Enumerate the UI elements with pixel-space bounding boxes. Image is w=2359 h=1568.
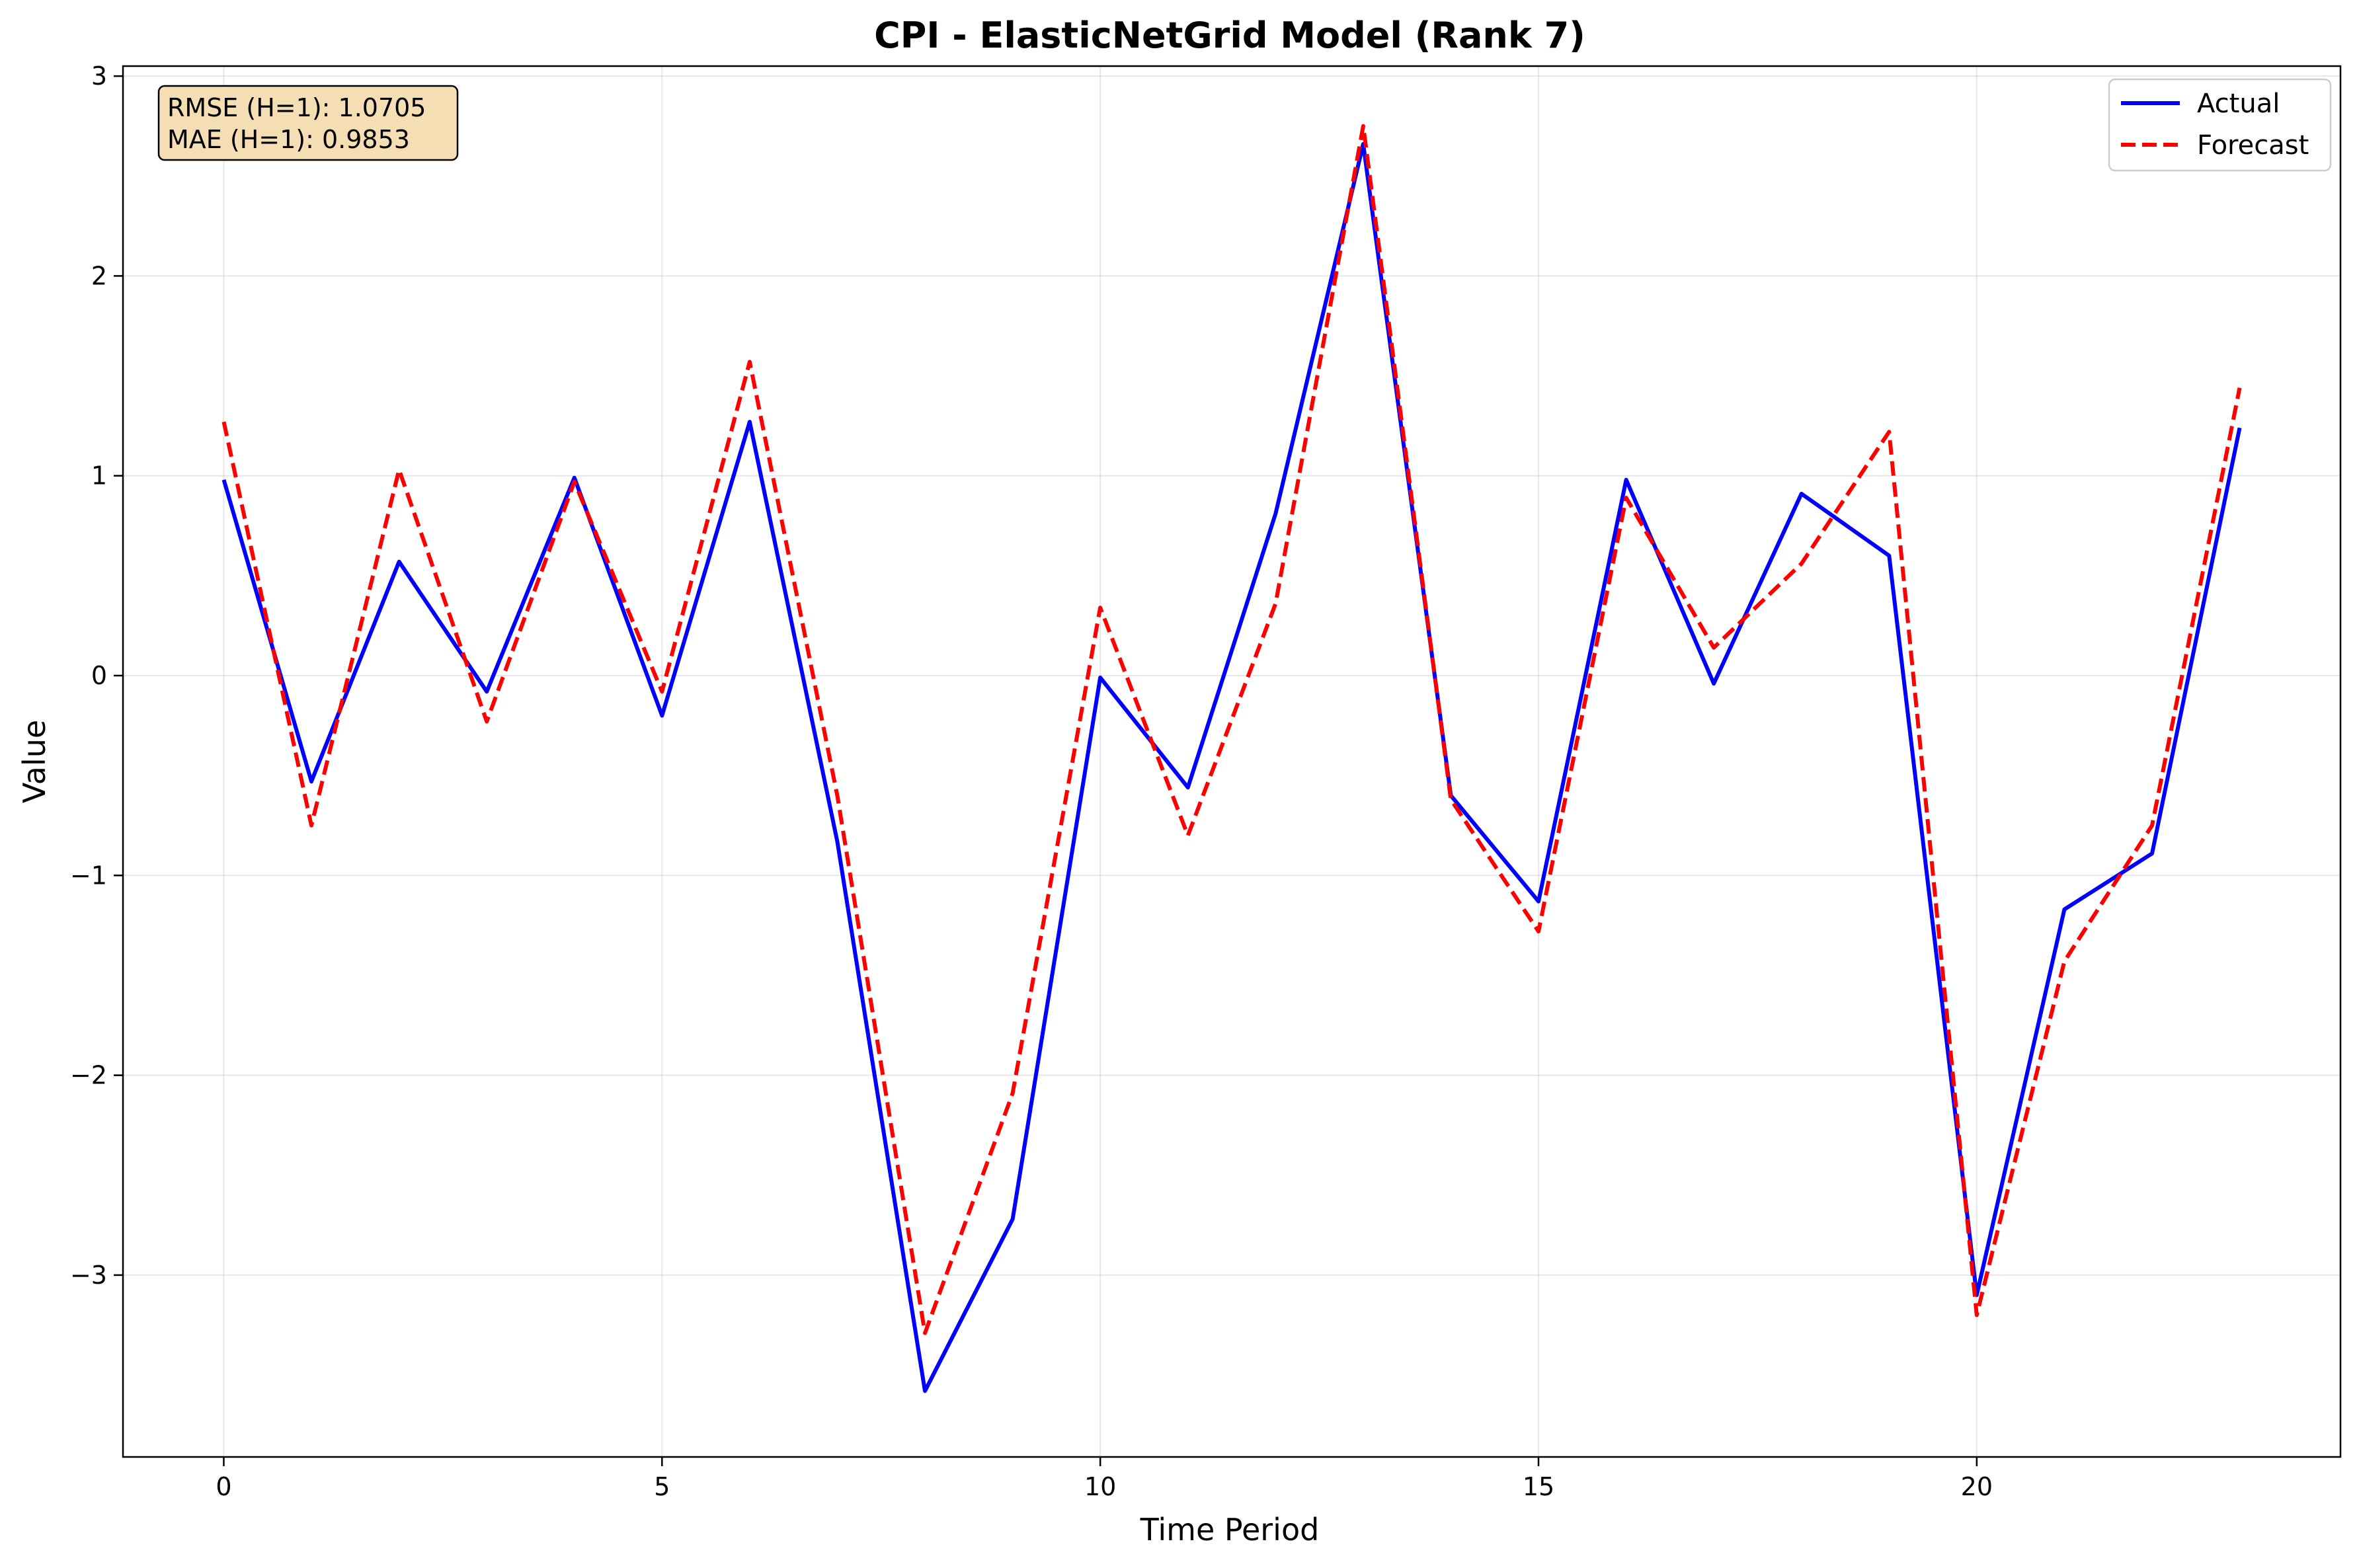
series-layer bbox=[221, 124, 2242, 1393]
series-line-actual bbox=[221, 141, 2242, 1393]
y-tick-label: 3 bbox=[91, 61, 107, 91]
x-axis-label: Time Period bbox=[1140, 1512, 1320, 1548]
y-tick-label: 1 bbox=[91, 461, 107, 490]
metrics-annotation-box: RMSE (H=1): 1.0705 MAE (H=1): 0.9853 bbox=[157, 85, 459, 161]
legend: Actual Forecast bbox=[2108, 78, 2332, 172]
x-tick-label: 10 bbox=[1084, 1472, 1116, 1501]
grid-layer bbox=[123, 66, 2340, 1457]
series-line-forecast bbox=[221, 124, 2242, 1335]
x-tick-label: 5 bbox=[654, 1472, 670, 1501]
y-tick-label: −1 bbox=[70, 861, 107, 890]
x-tick-label: 0 bbox=[216, 1472, 231, 1501]
plot-frame bbox=[122, 65, 2342, 1458]
legend-label-forecast: Forecast bbox=[2197, 130, 2309, 161]
legend-label-actual: Actual bbox=[2197, 89, 2280, 119]
x-tick-label: 20 bbox=[1961, 1472, 1993, 1501]
y-tick-label: 0 bbox=[91, 661, 107, 690]
mae-text: MAE (H=1): 0.9853 bbox=[167, 125, 410, 154]
rmse-text: RMSE (H=1): 1.0705 bbox=[167, 93, 426, 122]
metrics-box-background bbox=[157, 85, 459, 161]
chart-title: CPI - ElasticNetGrid Model (Rank 7) bbox=[874, 15, 1585, 56]
y-tick-label: −2 bbox=[70, 1061, 107, 1090]
y-tick-label: 2 bbox=[91, 261, 107, 290]
x-tick-label: 15 bbox=[1523, 1472, 1554, 1501]
y-axis-label: Value bbox=[17, 720, 52, 803]
tick-layer: 0 5 10 15 20 −3 −2 −1 0 1 2 3 bbox=[70, 61, 1993, 1501]
y-tick-label: −3 bbox=[70, 1261, 107, 1290]
